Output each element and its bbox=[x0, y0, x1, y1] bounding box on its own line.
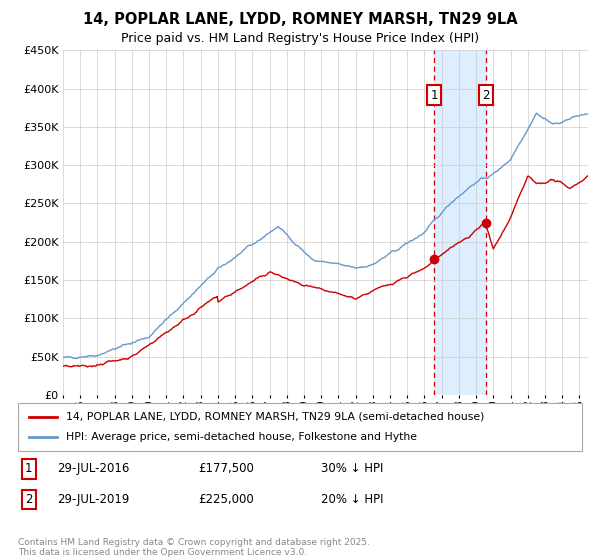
Text: 1: 1 bbox=[431, 88, 438, 102]
Text: 29-JUL-2016: 29-JUL-2016 bbox=[57, 462, 130, 475]
Text: 30% ↓ HPI: 30% ↓ HPI bbox=[321, 462, 383, 475]
Text: 2: 2 bbox=[25, 493, 32, 506]
Text: Contains HM Land Registry data © Crown copyright and database right 2025.
This d: Contains HM Land Registry data © Crown c… bbox=[18, 538, 370, 557]
Text: 14, POPLAR LANE, LYDD, ROMNEY MARSH, TN29 9LA (semi-detached house): 14, POPLAR LANE, LYDD, ROMNEY MARSH, TN2… bbox=[66, 412, 484, 422]
Text: £225,000: £225,000 bbox=[198, 493, 254, 506]
Text: £177,500: £177,500 bbox=[198, 462, 254, 475]
Text: Price paid vs. HM Land Registry's House Price Index (HPI): Price paid vs. HM Land Registry's House … bbox=[121, 32, 479, 45]
Text: 2: 2 bbox=[482, 88, 490, 102]
Text: 20% ↓ HPI: 20% ↓ HPI bbox=[321, 493, 383, 506]
FancyBboxPatch shape bbox=[18, 403, 582, 451]
Text: HPI: Average price, semi-detached house, Folkestone and Hythe: HPI: Average price, semi-detached house,… bbox=[66, 432, 417, 442]
Text: 29-JUL-2019: 29-JUL-2019 bbox=[57, 493, 130, 506]
Text: 14, POPLAR LANE, LYDD, ROMNEY MARSH, TN29 9LA: 14, POPLAR LANE, LYDD, ROMNEY MARSH, TN2… bbox=[83, 12, 517, 27]
Text: 1: 1 bbox=[25, 462, 32, 475]
Bar bbox=[434, 50, 486, 395]
